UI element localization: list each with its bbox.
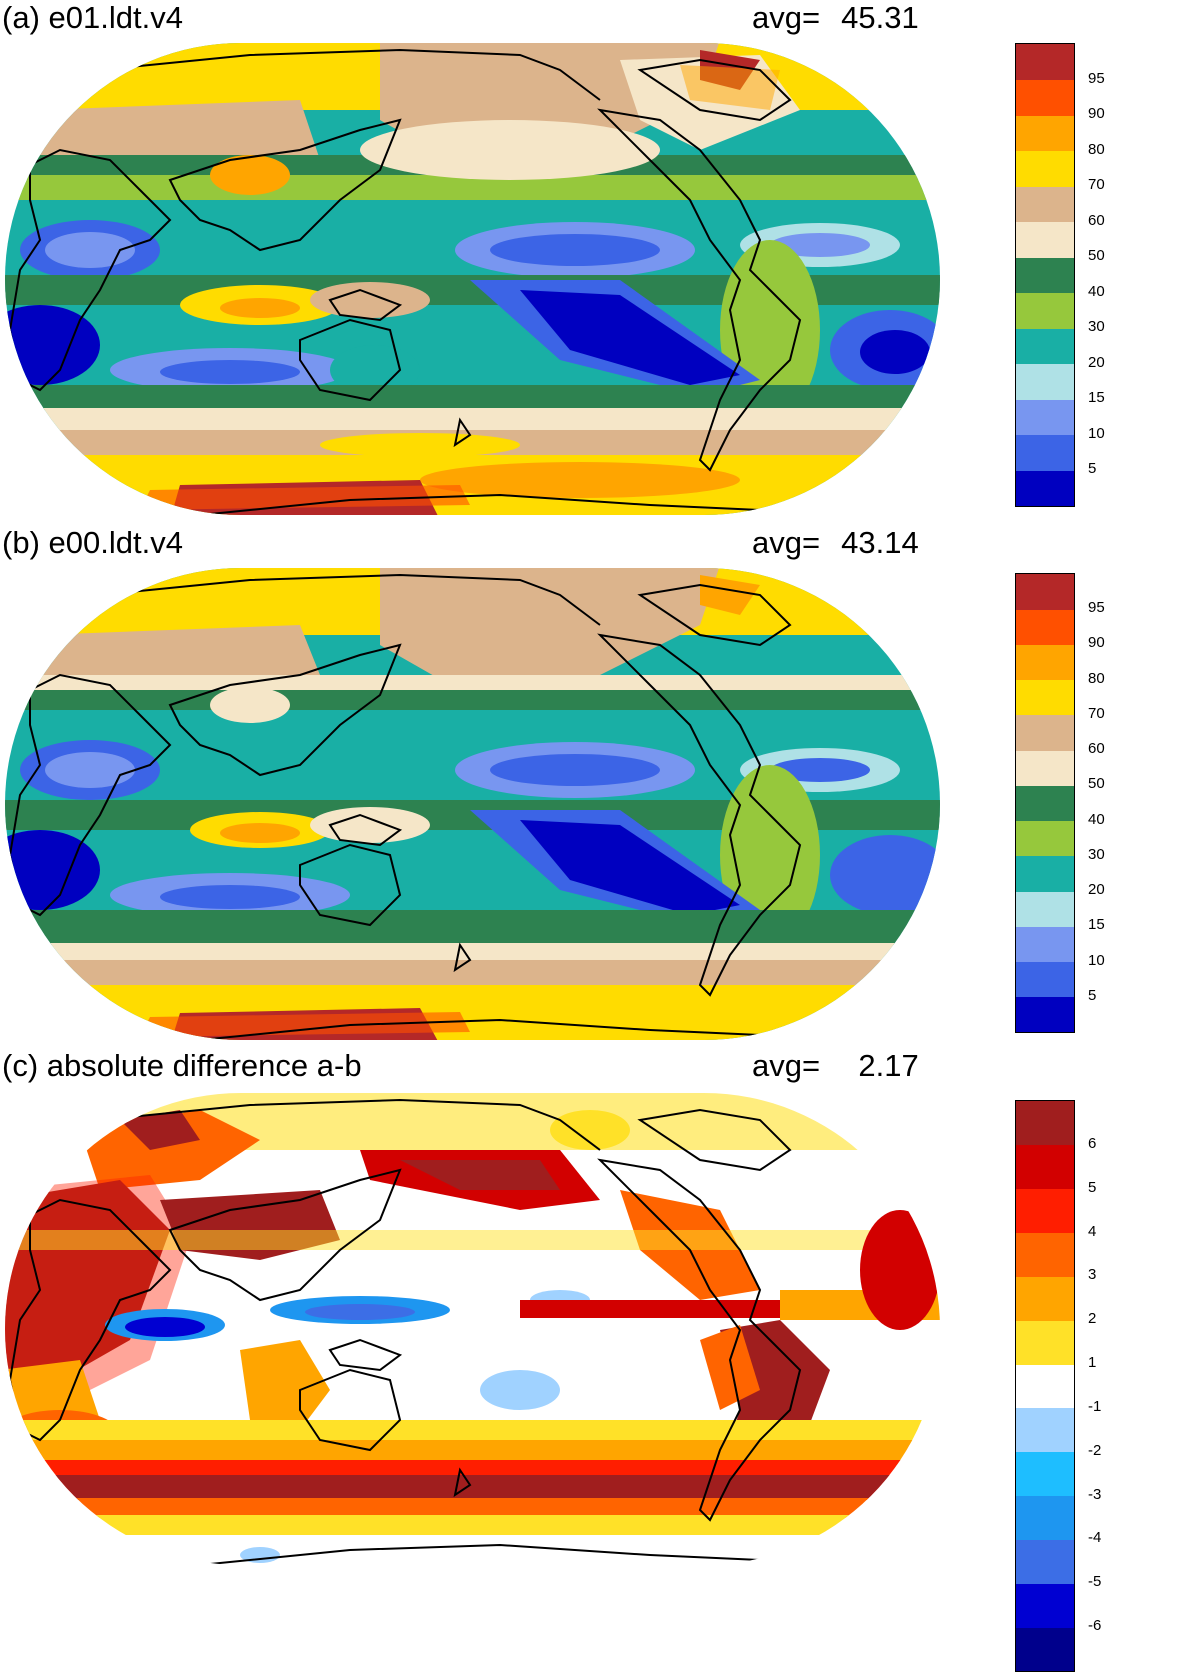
panel-b-colorbar-tick: 5 — [1088, 986, 1097, 1004]
panel-b-colorbar-swatch — [1016, 785, 1074, 822]
panel-c-avg-label: avg= — [752, 1048, 821, 1083]
panel-c-colorbar-tick: 3 — [1088, 1266, 1097, 1284]
panel-b-avg: avg= 43.14 — [752, 527, 919, 558]
panel-a-colorbar-swatch — [1016, 44, 1074, 81]
panel-a-colorbar-swatch — [1016, 470, 1074, 507]
panel-c-colorbar-swatch — [1016, 1320, 1074, 1365]
panel-b-colorbar-swatch — [1016, 644, 1074, 681]
panel-c-colorbar-swatch — [1016, 1276, 1074, 1321]
panel-a-colorbar-tick: 30 — [1088, 318, 1105, 336]
panel-c-colorbar-tick: -4 — [1088, 1529, 1102, 1547]
panel-c-avg-value: 2.17 — [858, 1048, 919, 1083]
panel-b-colorbar-tick: 20 — [1088, 881, 1105, 899]
panel-b-colorbar-tick: 90 — [1088, 634, 1105, 652]
panel-b-colorbar-swatch — [1016, 750, 1074, 786]
panel-b-map — [5, 568, 940, 1040]
panel-a-colorbar-tick: 10 — [1088, 424, 1105, 442]
panel-a-colorbar-swatch — [1016, 363, 1074, 400]
panel-a-map — [5, 43, 940, 515]
panel-a-title: (a) e01.ldt.v4 — [2, 0, 183, 35]
panel-b-colorbar-tick: 10 — [1088, 951, 1105, 969]
panel-a-colorbar-tick: 20 — [1088, 353, 1105, 371]
panel-b-colorbar-swatch — [1016, 679, 1074, 716]
panel-b-colorbar-tick: 40 — [1088, 810, 1105, 828]
panel-a-colorbar — [1015, 43, 1075, 507]
panel-a-colorbar-swatch — [1016, 292, 1074, 329]
panel-a-colorbar-swatch — [1016, 115, 1074, 152]
panel-c-colorbar-swatch — [1016, 1451, 1074, 1497]
panel-b-colorbar-swatch — [1016, 609, 1074, 645]
panel-c-colorbar-swatch — [1016, 1495, 1074, 1540]
panel-b-avg-label: avg= — [752, 525, 821, 560]
panel-b-colorbar — [1015, 573, 1075, 1033]
panel-c-colorbar-swatch — [1016, 1364, 1074, 1409]
panel-c-colorbar-tick: -3 — [1088, 1485, 1102, 1503]
panel-b-colorbar-swatch — [1016, 961, 1074, 998]
panel-b-title: (b) e00.ldt.v4 — [2, 525, 183, 560]
panel-c-colorbar-tick: 2 — [1088, 1310, 1097, 1328]
panel-b-colorbar-tick: 95 — [1088, 599, 1105, 617]
panel-a-colorbar-tick: 90 — [1088, 105, 1105, 123]
panel-b-colorbar-swatch — [1016, 996, 1074, 1033]
panel-a-colorbar-swatch — [1016, 150, 1074, 187]
panel-a-colorbar-tick: 40 — [1088, 282, 1105, 300]
panel-a-avg-value: 45.31 — [841, 0, 919, 35]
panel-a-colorbar-swatch — [1016, 328, 1074, 365]
panel-c-colorbar-swatch — [1016, 1539, 1074, 1584]
panel-c-colorbar-tick: -5 — [1088, 1573, 1102, 1591]
panel-b-colorbar-tick: 15 — [1088, 916, 1105, 934]
panel-a-colorbar-swatch — [1016, 434, 1074, 471]
panel-a-avg: avg= 45.31 — [752, 2, 919, 33]
panel-c-colorbar-swatch — [1016, 1583, 1074, 1628]
panel-a-colorbar-swatch — [1016, 79, 1074, 116]
panel-b-colorbar-tick: 30 — [1088, 845, 1105, 863]
panel-c-colorbar-tick: 6 — [1088, 1134, 1097, 1152]
panel-b-colorbar-tick: 50 — [1088, 775, 1105, 793]
panel-a-colorbar-swatch — [1016, 221, 1074, 258]
panel-a-colorbar-swatch — [1016, 257, 1074, 294]
panel-c-colorbar-tick: 5 — [1088, 1178, 1097, 1196]
panel-c-map — [5, 1093, 940, 1565]
panel-c-avg: avg= 2.17 — [752, 1050, 919, 1081]
panel-a-colorbar-tick: 15 — [1088, 389, 1105, 407]
panel-b-colorbar-tick: 80 — [1088, 669, 1105, 687]
panel-b-colorbar-swatch — [1016, 574, 1074, 610]
panel-a-colorbar-tick: 80 — [1088, 140, 1105, 158]
panel-b-colorbar-swatch — [1016, 926, 1074, 963]
panel-c-colorbar-swatch — [1016, 1144, 1074, 1190]
panel-c-colorbar-tick: 1 — [1088, 1354, 1097, 1372]
panel-a-colorbar-swatch — [1016, 399, 1074, 436]
panel-c-colorbar-swatch — [1016, 1627, 1074, 1672]
panel-b-colorbar-swatch — [1016, 714, 1074, 751]
panel-a-colorbar-tick: 70 — [1088, 176, 1105, 194]
panel-a-colorbar-tick: 50 — [1088, 247, 1105, 265]
panel-b-colorbar-tick: 60 — [1088, 740, 1105, 758]
panel-a-avg-label: avg= — [752, 0, 821, 35]
panel-c-colorbar — [1015, 1100, 1075, 1672]
panel-c-colorbar-tick: 4 — [1088, 1222, 1097, 1240]
panel-c-colorbar-swatch — [1016, 1101, 1074, 1146]
panel-a-colorbar-tick: 95 — [1088, 69, 1105, 87]
panel-a-colorbar-tick: 5 — [1088, 460, 1097, 478]
panel-c-colorbar-swatch — [1016, 1407, 1074, 1453]
panel-c-colorbar-tick: -1 — [1088, 1397, 1102, 1415]
panel-c-title: (c) absolute difference a-b — [2, 1048, 362, 1083]
panel-b-colorbar-swatch — [1016, 820, 1074, 857]
panel-c-colorbar-tick: -2 — [1088, 1441, 1102, 1459]
panel-c-colorbar-swatch — [1016, 1188, 1074, 1234]
panel-b-colorbar-swatch — [1016, 891, 1074, 927]
panel-c-colorbar-tick: -6 — [1088, 1617, 1102, 1635]
panel-b-colorbar-tick: 70 — [1088, 704, 1105, 722]
panel-a-colorbar-swatch — [1016, 186, 1074, 223]
panel-c-colorbar-swatch — [1016, 1232, 1074, 1277]
panel-b-avg-value: 43.14 — [841, 525, 919, 560]
panel-a-colorbar-tick: 60 — [1088, 211, 1105, 229]
panel-b-colorbar-swatch — [1016, 855, 1074, 892]
